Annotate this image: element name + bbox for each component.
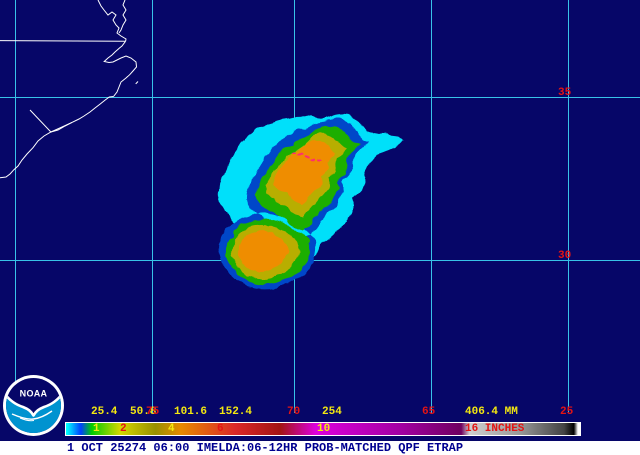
svg-text:NOAA: NOAA [20, 389, 48, 399]
